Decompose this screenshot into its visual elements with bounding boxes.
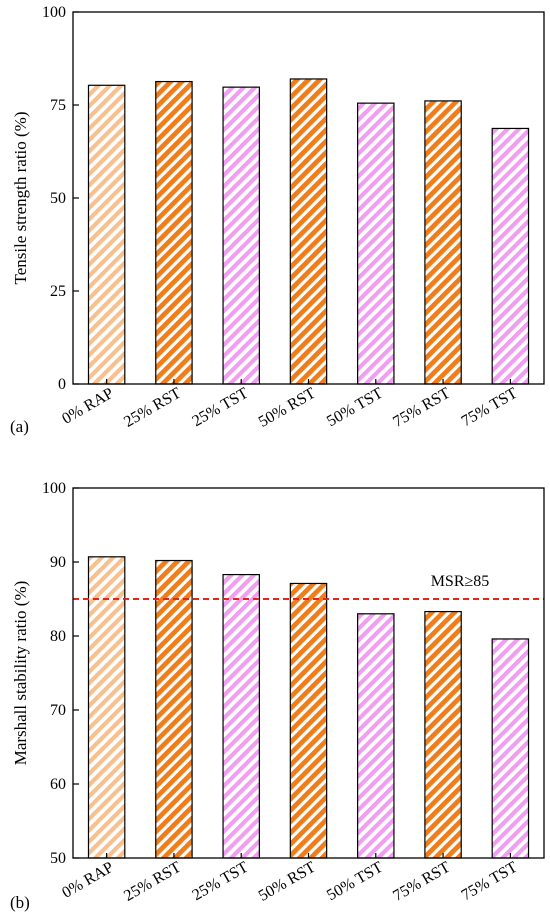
y-tick-label: 50 <box>50 190 66 207</box>
chart-panel-a: 0 25 50 75 100 0% RAP 25% RST 25% TST 50% RST 50%… <box>10 4 545 436</box>
y-tick-label: 50 <box>50 850 66 867</box>
y-axis-label: Marshall stability ratio (%) <box>11 581 30 766</box>
bar-25-rst <box>155 80 193 385</box>
x-tick-label: 0% RAP <box>59 859 116 902</box>
bar-50-rst <box>289 582 328 859</box>
y-tick-label: 70 <box>50 702 66 719</box>
y-tick-label: 100 <box>42 4 66 21</box>
bar-25-tst <box>222 573 260 859</box>
panel-label: (a) <box>10 417 29 436</box>
panel-label: (b) <box>10 893 30 912</box>
bar-75-tst <box>491 638 530 859</box>
bar-75-rst <box>424 610 462 859</box>
bar-0-rap <box>87 556 126 859</box>
x-tick-label: 75% TST <box>459 385 521 431</box>
y-tick-label: 25 <box>50 283 66 300</box>
x-tick-label: 25% TST <box>189 385 251 431</box>
y-tick-label: 60 <box>50 776 66 793</box>
x-tick-label: 0% RAP <box>59 385 116 428</box>
bar-75-tst <box>491 127 530 385</box>
y-axis-label: Tensile strength ratio (%) <box>11 111 30 284</box>
x-tick-label: 50% RST <box>256 385 319 431</box>
y-tick-label: 80 <box>50 628 66 645</box>
y-tick-label: 100 <box>42 480 66 497</box>
x-tick-label: 50% TST <box>324 859 386 905</box>
x-tick-label: 25% RST <box>121 859 184 905</box>
y-tick-label: 75 <box>50 97 66 114</box>
bar-0-rap <box>87 84 126 385</box>
reference-line-label: MSR≥85 <box>431 573 490 590</box>
x-tick-label: 25% TST <box>189 859 251 905</box>
bar-50-rst <box>289 78 328 385</box>
bar-50-tst <box>357 613 395 859</box>
x-tick-label: 75% RST <box>390 385 453 431</box>
x-tick-label: 75% RST <box>390 859 453 905</box>
bar-25-tst <box>222 86 260 385</box>
x-tick-label: 25% RST <box>121 385 184 431</box>
x-tick-label: 50% TST <box>324 385 386 431</box>
x-tick-label: 50% RST <box>256 859 319 905</box>
y-tick-label: 0 <box>58 376 66 393</box>
bar-50-tst <box>357 102 395 385</box>
y-tick-label: 90 <box>50 554 66 571</box>
bar-25-rst <box>155 559 193 859</box>
x-tick-label: 75% TST <box>459 859 521 905</box>
bar-75-rst <box>424 100 462 385</box>
